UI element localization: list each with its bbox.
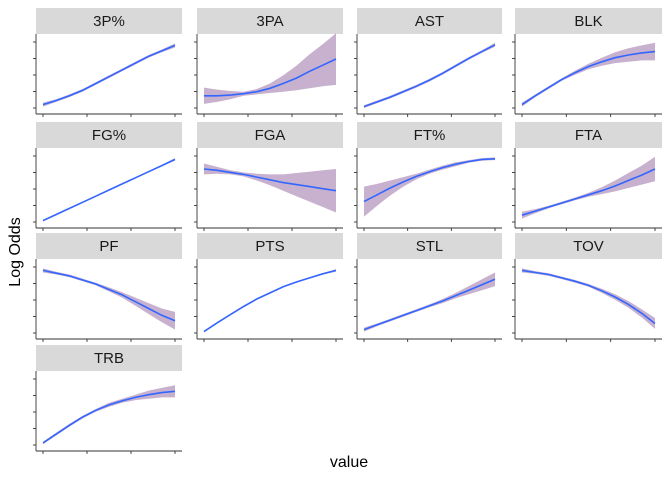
smooth-line (363, 44, 496, 108)
facet-strip (515, 8, 662, 34)
x-axis-title: value (330, 454, 368, 471)
facet-panel: 3PA (194, 8, 343, 117)
smooth-line (204, 58, 337, 97)
facet-panel: TOV (512, 233, 662, 342)
facet-panel: PF (33, 233, 182, 342)
facet-panel: TRB (33, 345, 182, 454)
y-axis-title: Log Odds (7, 217, 24, 286)
facet-strip-label: FT% (414, 127, 446, 144)
confidence-band (522, 156, 655, 219)
facet-strip (36, 122, 182, 148)
facet-strip-label: FTA (575, 127, 602, 144)
facet-strip-label: AST (415, 13, 444, 30)
facet-panel: FT% (354, 122, 502, 231)
smooth-line (363, 278, 496, 331)
confidence-band (43, 385, 175, 445)
smooth-line (521, 269, 656, 325)
facet-panel: FTA (512, 122, 662, 231)
confidence-band (364, 42, 495, 109)
smooth-line (42, 269, 176, 322)
facet-strip (515, 233, 662, 259)
facet-strip (197, 233, 343, 259)
smooth-line (203, 269, 337, 333)
facet-strip (515, 122, 662, 148)
facet-strip-label: 3P% (93, 13, 125, 30)
facet-strip-label: 3PA (256, 13, 283, 30)
confidence-band (364, 157, 495, 217)
confidence-band (204, 163, 336, 213)
facet-strip (357, 8, 502, 34)
smooth-line (42, 390, 176, 444)
facet-strip-label: BLK (574, 13, 602, 30)
confidence-band (204, 33, 336, 104)
facet-panel: 3P% (33, 8, 182, 117)
facet-strip (197, 8, 343, 34)
facet-strip (357, 233, 502, 259)
smooth-line (521, 168, 656, 216)
smooth-line (42, 158, 176, 222)
facet-panel: PTS (194, 233, 343, 342)
smooth-line (42, 44, 176, 106)
facet-strip-label: PTS (255, 238, 284, 255)
facet-panel: STL (354, 233, 502, 342)
smooth-line (203, 168, 337, 192)
facet-panel: FGA (194, 122, 343, 231)
facet-strip (197, 122, 343, 148)
confidence-band (204, 269, 336, 333)
facet-strip (36, 233, 182, 259)
facet-strip-label: FGA (255, 127, 286, 144)
facet-panel: BLK (512, 8, 662, 117)
facet-panel: AST (354, 8, 502, 117)
smooth-line (521, 50, 656, 106)
facet-strip-label: TOV (573, 238, 604, 255)
smooth-line (363, 158, 496, 203)
facet-strip (36, 345, 182, 371)
confidence-band (43, 268, 175, 330)
facet-strip-label: STL (416, 238, 444, 255)
confidence-band (522, 42, 655, 107)
facet-strip-label: FG% (92, 127, 126, 144)
facet-strip-label: TRB (94, 350, 124, 367)
facet-strip (357, 122, 502, 148)
confidence-band (364, 272, 495, 332)
facet-strip-label: PF (99, 238, 118, 255)
facet-panel: FG% (33, 122, 182, 231)
facet-strip (36, 8, 182, 34)
panels-layer: 3P% 3PA AST BLK FG% FGA FT% FTA PF PTS STL TOV TRB (33, 8, 662, 454)
confidence-band (522, 268, 655, 329)
